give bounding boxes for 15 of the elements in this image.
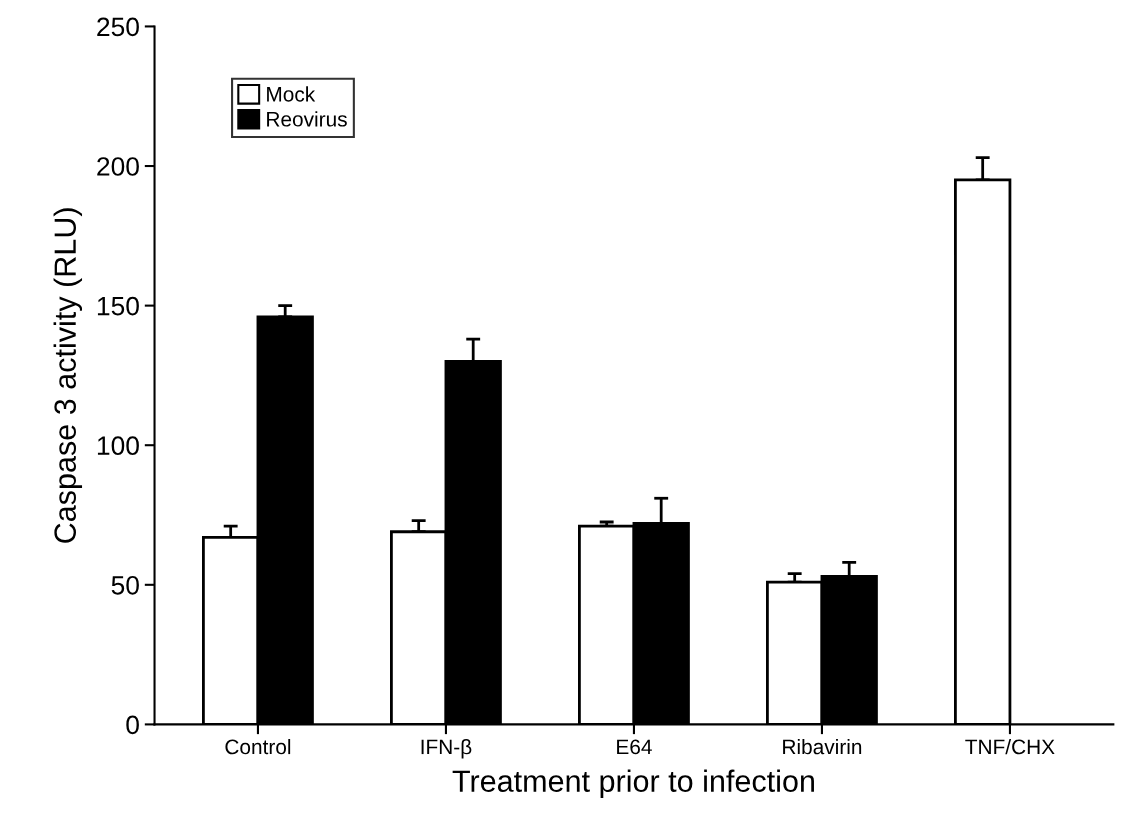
x-tick-label: E64: [617, 739, 652, 755]
x-axis-title: Treatment prior to infection: [452, 769, 814, 798]
y-tick-label: 0: [126, 715, 139, 735]
x-tick-label: Control: [225, 738, 291, 755]
y-axis-title: Caspase 3 activity (RLU): [53, 208, 83, 543]
y-tick-label: 200: [97, 157, 139, 176]
legend-label: Mock: [267, 86, 316, 102]
legend-label: Reovirus: [267, 111, 347, 127]
x-tick-label: IFN-β: [421, 738, 472, 759]
y-tick-label: 150: [97, 296, 139, 316]
x-tick-label: TNF/CHX: [965, 738, 1055, 755]
y-tick-label: 250: [97, 17, 139, 37]
y-tick-label: 50: [111, 575, 139, 595]
x-tick-label: Ribavirin: [783, 738, 862, 755]
y-tick-label: 100: [97, 436, 139, 456]
